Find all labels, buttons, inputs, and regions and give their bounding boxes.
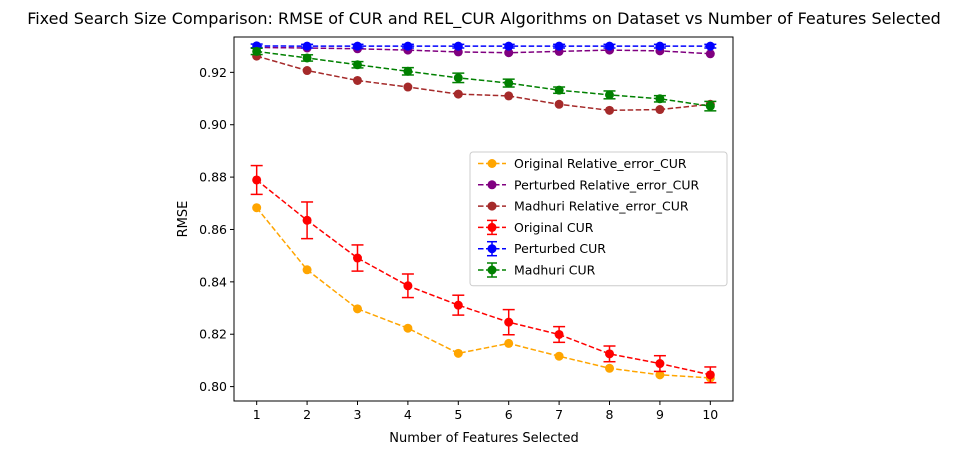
y-tick-label: 0.90 bbox=[199, 117, 227, 132]
data-point bbox=[302, 53, 312, 63]
x-tick-label: 10 bbox=[702, 407, 718, 422]
data-point bbox=[403, 281, 413, 291]
data-point bbox=[252, 203, 262, 213]
legend-marker bbox=[487, 180, 497, 190]
data-point bbox=[705, 41, 715, 51]
data-point bbox=[554, 41, 564, 51]
data-point bbox=[302, 215, 312, 225]
plot-area bbox=[250, 41, 717, 384]
legend-box bbox=[469, 151, 728, 287]
data-point bbox=[504, 338, 514, 348]
data-point bbox=[453, 89, 463, 99]
series-line bbox=[256, 179, 711, 376]
y-tick-label: 0.82 bbox=[199, 327, 227, 342]
data-point bbox=[655, 41, 665, 51]
y-tick-label: 0.86 bbox=[199, 222, 227, 237]
data-point bbox=[403, 66, 413, 76]
data-point bbox=[605, 349, 615, 359]
y-axis-label: RMSE bbox=[176, 201, 191, 238]
data-point bbox=[605, 90, 615, 100]
data-point bbox=[403, 323, 413, 333]
data-point bbox=[705, 370, 715, 380]
data-point bbox=[403, 41, 413, 51]
plot-frame bbox=[233, 36, 734, 402]
legend-label: Madhuri Relative_error_CUR bbox=[514, 199, 689, 214]
x-tick-label: 7 bbox=[555, 407, 563, 422]
data-point bbox=[302, 41, 312, 51]
data-point bbox=[554, 329, 564, 339]
data-point bbox=[554, 99, 564, 109]
series-perturbed-cur bbox=[250, 41, 717, 51]
legend-label: Original Relative_error_CUR bbox=[514, 156, 687, 171]
series-line bbox=[256, 207, 711, 379]
legend-marker bbox=[487, 265, 497, 275]
legend-marker bbox=[487, 201, 497, 211]
chart-title: Fixed Search Size Comparison: RMSE of CU… bbox=[27, 9, 941, 29]
legend-label: Perturbed CUR bbox=[514, 241, 606, 256]
data-point bbox=[504, 41, 514, 51]
data-point bbox=[302, 265, 312, 275]
data-point bbox=[554, 85, 564, 95]
series-perturbed-relative-error-cur bbox=[252, 42, 715, 59]
data-point bbox=[453, 73, 463, 83]
data-point bbox=[453, 348, 463, 358]
x-tick-label: 4 bbox=[404, 407, 412, 422]
data-point bbox=[403, 82, 413, 92]
series-madhuri-cur bbox=[250, 46, 717, 112]
data-point bbox=[504, 78, 514, 88]
data-point bbox=[554, 351, 564, 361]
data-point bbox=[655, 94, 665, 104]
axis-ticks: 1 2 3 4 5 6 7 8 9 10 0.80 0.82 0.84 0.86 0.88 0.90 0.92 bbox=[199, 65, 718, 422]
data-point bbox=[705, 101, 715, 111]
legend-marker bbox=[487, 244, 497, 254]
x-tick-label: 1 bbox=[253, 407, 261, 422]
x-tick-label: 3 bbox=[354, 407, 362, 422]
series-line bbox=[256, 50, 711, 107]
legend-marker bbox=[487, 222, 497, 232]
data-point bbox=[705, 49, 715, 59]
y-tick-label: 0.92 bbox=[199, 65, 227, 80]
data-point bbox=[504, 317, 514, 327]
data-point bbox=[453, 41, 463, 51]
legend-label: Perturbed Relative_error_CUR bbox=[514, 177, 699, 192]
data-point bbox=[453, 300, 463, 310]
data-point bbox=[302, 66, 312, 76]
series-original-relative-error-cur bbox=[252, 203, 715, 383]
data-point bbox=[605, 105, 615, 115]
legend-label: Madhuri CUR bbox=[514, 263, 596, 278]
x-tick-label: 5 bbox=[454, 407, 462, 422]
data-point bbox=[655, 359, 665, 369]
data-point bbox=[655, 370, 665, 380]
series-madhuri-relative-error-cur bbox=[252, 51, 715, 115]
x-axis-label: Number of Features Selected bbox=[389, 431, 578, 446]
y-tick-label: 0.88 bbox=[199, 170, 227, 185]
y-tick-label: 0.84 bbox=[199, 274, 227, 289]
legend-marker bbox=[487, 159, 497, 168]
x-tick-label: 9 bbox=[656, 407, 664, 422]
data-point bbox=[605, 363, 615, 373]
x-tick-label: 8 bbox=[606, 407, 614, 422]
data-point bbox=[352, 253, 362, 263]
series-line bbox=[256, 46, 711, 55]
data-point bbox=[504, 48, 514, 58]
series-original-cur bbox=[250, 164, 717, 384]
data-point bbox=[252, 175, 262, 185]
data-point bbox=[504, 91, 514, 101]
data-point bbox=[352, 60, 362, 70]
legend-label: Original CUR bbox=[514, 220, 594, 235]
data-point bbox=[352, 41, 362, 51]
data-point bbox=[605, 41, 615, 51]
x-tick-label: 2 bbox=[303, 407, 311, 422]
legend: Original Relative_error_CUR Perturbed Rel… bbox=[469, 151, 728, 287]
y-tick-label: 0.80 bbox=[199, 379, 227, 394]
data-point bbox=[352, 75, 362, 85]
data-point bbox=[655, 105, 665, 115]
x-tick-label: 6 bbox=[505, 407, 513, 422]
series-line bbox=[256, 55, 711, 112]
data-point bbox=[252, 46, 262, 56]
data-point bbox=[352, 304, 362, 314]
